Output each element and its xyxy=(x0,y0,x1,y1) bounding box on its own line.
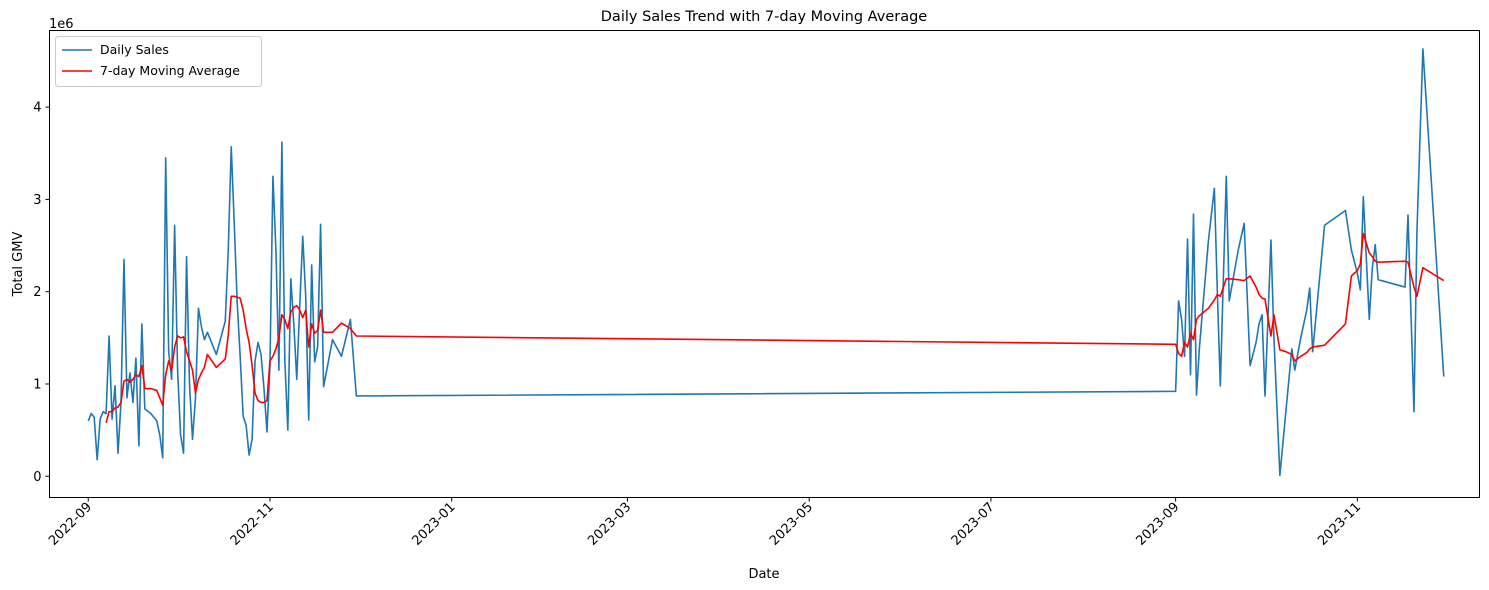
plot-area xyxy=(49,30,1480,498)
chart-title: Daily Sales Trend with 7-day Moving Aver… xyxy=(601,9,928,25)
x-axis-label: Date xyxy=(748,567,779,582)
y-tick-label: 1 xyxy=(33,377,41,392)
y-axis: 0 1 2 3 4 xyxy=(33,101,50,485)
legend-label-moving-average: 7-day Moving Average xyxy=(100,63,240,78)
x-tick-label: 2023-03 xyxy=(585,500,634,549)
y-tick-label: 2 xyxy=(33,285,41,300)
y-axis-label: Total GMV xyxy=(11,232,26,298)
legend-label-daily-sales: Daily Sales xyxy=(100,42,169,57)
x-tick-label: 2023-11 xyxy=(1315,500,1364,549)
y-tick-label: 0 xyxy=(33,470,41,485)
legend: Daily Sales 7-day Moving Average xyxy=(55,36,262,87)
x-tick-label: 2023-05 xyxy=(767,500,816,549)
x-tick-label: 2023-01 xyxy=(409,500,458,549)
x-tick-label: 2022-11 xyxy=(228,500,277,549)
series-layer xyxy=(87,48,1445,477)
series-line-daily-sales xyxy=(87,48,1445,477)
x-axis: 2022-09 2022-11 2023-01 2023-03 2023-05 2023-… xyxy=(46,497,1364,549)
x-tick-label: 2023-07 xyxy=(949,500,998,549)
series-line-moving-average xyxy=(105,232,1445,423)
plot-frame xyxy=(49,30,1480,498)
y-tick-label: 3 xyxy=(33,193,41,208)
x-tick-label: 2023-09 xyxy=(1133,500,1182,549)
x-tick-label: 2022-09 xyxy=(46,500,95,549)
y-tick-label: 4 xyxy=(33,101,41,116)
y-scale-label: 1e6 xyxy=(49,17,74,32)
legend-box xyxy=(55,36,262,87)
